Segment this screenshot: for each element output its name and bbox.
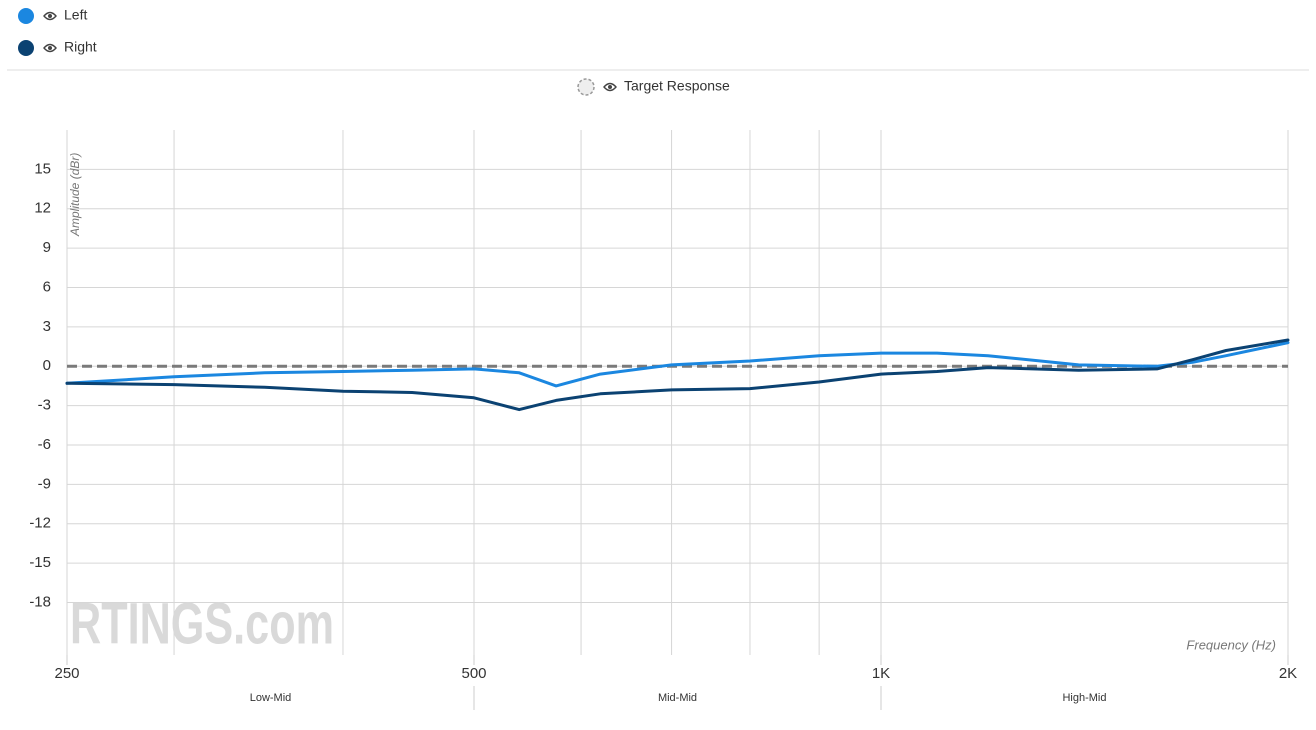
legend-swatch[interactable]: [18, 8, 34, 24]
legend-label[interactable]: Target Response: [624, 78, 730, 94]
eye-pupil: [48, 14, 52, 18]
y-tick-label: 6: [43, 278, 51, 295]
eye-icon[interactable]: [603, 82, 617, 92]
x-axis-title: Frequency (Hz): [1186, 637, 1276, 652]
x-tick-label: 2K: [1279, 665, 1297, 682]
x-tick-label: 250: [54, 665, 79, 682]
band-label: High-Mid: [1062, 692, 1106, 704]
eye-icon[interactable]: [43, 11, 57, 21]
legend-label[interactable]: Right: [64, 39, 97, 55]
y-tick-label: 15: [34, 160, 51, 177]
series-line: [65, 341, 1290, 388]
band-label: Low-Mid: [250, 692, 292, 704]
legend-swatch[interactable]: [18, 40, 34, 56]
eye-pupil: [48, 46, 52, 50]
band-label: Mid-Mid: [658, 692, 697, 704]
y-axis-title: Amplitude (dBr): [68, 153, 82, 237]
y-tick-label: -12: [29, 515, 51, 532]
y-tick-label: 0: [43, 357, 51, 374]
legend-label[interactable]: Left: [64, 7, 87, 23]
y-tick-label: 12: [34, 200, 51, 217]
eye-pupil: [608, 85, 612, 89]
series-line: [65, 338, 1290, 412]
y-tick-label: 3: [43, 318, 51, 335]
y-tick-label: -15: [29, 554, 51, 571]
y-tick-label: -6: [38, 436, 51, 453]
y-tick-label: -9: [38, 475, 51, 492]
legend-swatch[interactable]: [577, 78, 595, 96]
watermark: RTINGS.com: [70, 591, 334, 656]
y-tick-label: 9: [43, 239, 51, 256]
x-tick-label: 500: [461, 665, 486, 682]
legend: Left Right Target Response: [7, 7, 1309, 96]
x-tick-label: 1K: [872, 665, 890, 682]
y-tick-label: -3: [38, 397, 51, 414]
y-tick-label: -18: [29, 593, 51, 610]
eye-icon[interactable]: [43, 43, 57, 53]
